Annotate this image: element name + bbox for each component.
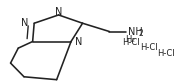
Text: N: N bbox=[55, 7, 62, 17]
Text: N: N bbox=[21, 18, 29, 28]
Text: N: N bbox=[75, 37, 82, 47]
Text: H: H bbox=[125, 35, 131, 43]
Text: NH: NH bbox=[128, 27, 142, 37]
Text: H‐Cl: H‐Cl bbox=[122, 38, 140, 47]
Text: 2: 2 bbox=[130, 38, 134, 43]
Text: 2: 2 bbox=[138, 29, 143, 38]
Text: H‐Cl: H‐Cl bbox=[140, 43, 158, 52]
Text: H‐Cl: H‐Cl bbox=[157, 49, 175, 58]
